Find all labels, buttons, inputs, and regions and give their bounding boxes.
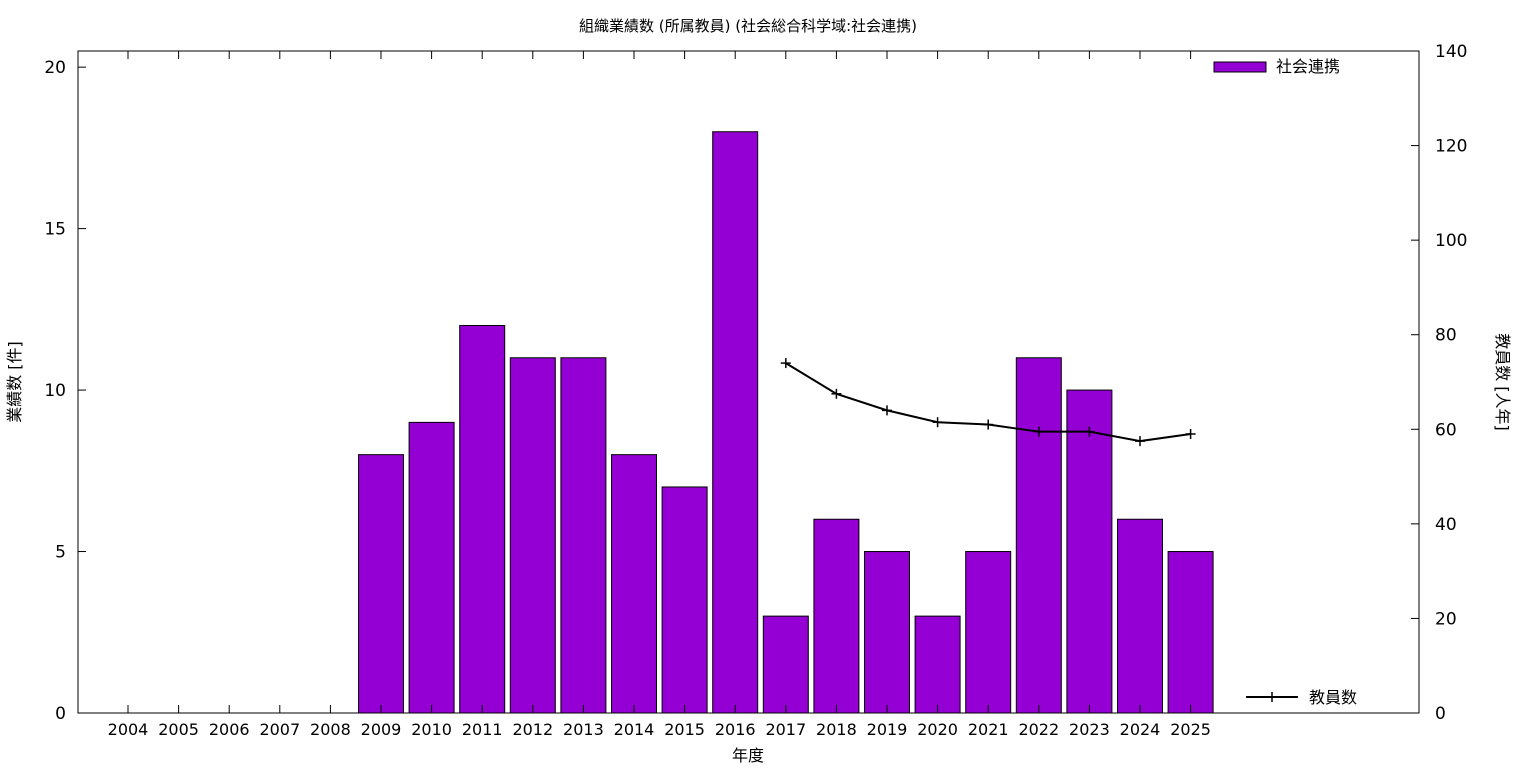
axes-group: 0 5 10 15 20 0 20 40 60 80 100 120 140 2004 2005 2006 20…	[44, 42, 1467, 739]
x-tick-label: 2023	[1069, 720, 1110, 739]
x-tick-label: 2008	[310, 720, 351, 739]
bar-2020	[914, 615, 961, 714]
point-2019	[882, 405, 892, 416]
bar-2010	[408, 421, 455, 714]
point-2023	[1084, 426, 1095, 437]
legend-bar: 社会連携	[1213, 57, 1340, 76]
bar-2025	[1167, 551, 1214, 714]
y-tick-label: 10	[44, 381, 66, 401]
point-2024	[1135, 436, 1145, 447]
y2-tick-label: 20	[1435, 609, 1457, 629]
x-axis-label: 年度	[732, 746, 764, 765]
x-tick-label: 2006	[209, 720, 250, 739]
legend-line: 教員数	[1246, 688, 1357, 707]
line-group	[780, 358, 1196, 447]
x-tick-label: 2024	[1120, 720, 1161, 739]
x-tick-label: 2005	[158, 720, 199, 739]
point-2025	[1185, 429, 1196, 440]
y2-tick-label: 80	[1435, 326, 1457, 346]
y2-tick-label: 60	[1435, 420, 1457, 440]
bar-2015	[661, 486, 708, 714]
x-tick-label: 2009	[361, 720, 402, 739]
bar-2024	[1117, 518, 1163, 714]
legend-bar-swatch	[1213, 61, 1267, 73]
point-2020	[932, 417, 943, 428]
y2-tick-label: 120	[1435, 137, 1467, 157]
bar-2023	[1066, 389, 1113, 714]
y-axis-label: 業績数 [件]	[5, 341, 24, 423]
legend-bar-label: 社会連携	[1276, 57, 1340, 76]
bar-2013	[560, 357, 607, 714]
x-tick-label: 2014	[614, 720, 655, 739]
y-tick-label: 0	[55, 704, 66, 724]
bars-group	[358, 131, 1214, 714]
bar-2019	[864, 551, 910, 714]
x-tick-label: 2020	[917, 720, 958, 739]
x-tick-label: 2025	[1170, 720, 1211, 739]
point-2022	[1033, 426, 1044, 437]
x-tick-label: 2017	[765, 720, 806, 739]
bar-2014	[611, 454, 657, 714]
x-tick-label: 2004	[108, 720, 149, 739]
bar-2011	[459, 324, 506, 714]
y-tick-label: 15	[44, 220, 66, 240]
bar-2021	[965, 551, 1012, 714]
y-tick-label: 20	[44, 58, 66, 78]
point-2017	[780, 358, 791, 369]
x-tick-label: 2021	[968, 720, 1009, 739]
x-tick-label: 2013	[563, 720, 604, 739]
x-tick-label: 2015	[664, 720, 705, 739]
y2-tick-label: 100	[1435, 231, 1467, 251]
x-tick-label: 2019	[867, 720, 908, 739]
y2-tick-label: 140	[1435, 42, 1467, 62]
bar-2016	[712, 131, 759, 714]
y2-tick-label: 0	[1435, 704, 1446, 724]
bar-2012	[509, 357, 556, 714]
legend-line-label: 教員数	[1309, 688, 1357, 707]
y-tick-label: 5	[55, 543, 66, 563]
point-2018	[831, 388, 842, 399]
x-tick-label: 2011	[462, 720, 503, 739]
x-tick-label: 2012	[512, 720, 553, 739]
y2-axis-label: 教員数 [人年]	[1493, 333, 1512, 431]
bar-2018	[813, 518, 860, 714]
x-tick-label: 2010	[411, 720, 452, 739]
x-tick-label: 2007	[259, 720, 300, 739]
x-tick-label: 2022	[1018, 720, 1059, 739]
bar-2022	[1015, 357, 1062, 714]
bar-2017	[762, 615, 809, 714]
chart-title: 組織業績数 (所属教員) (社会総合科学域:社会連携)	[579, 17, 917, 35]
x-tick-label: 2018	[816, 720, 857, 739]
y2-tick-label: 40	[1435, 515, 1457, 535]
plot-border	[77, 50, 1420, 714]
bar-2009	[358, 454, 404, 714]
x-tick-label: 2016	[715, 720, 756, 739]
point-2021	[983, 419, 994, 430]
